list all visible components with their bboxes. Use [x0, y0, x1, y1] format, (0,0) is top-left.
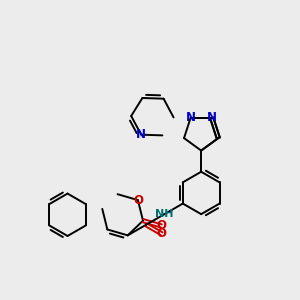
- Text: N: N: [186, 112, 196, 124]
- Text: O: O: [157, 227, 167, 240]
- Text: NH: NH: [155, 209, 174, 219]
- Text: O: O: [156, 219, 166, 232]
- Text: N: N: [207, 112, 217, 124]
- Text: N: N: [136, 128, 146, 141]
- Text: O: O: [133, 194, 143, 207]
